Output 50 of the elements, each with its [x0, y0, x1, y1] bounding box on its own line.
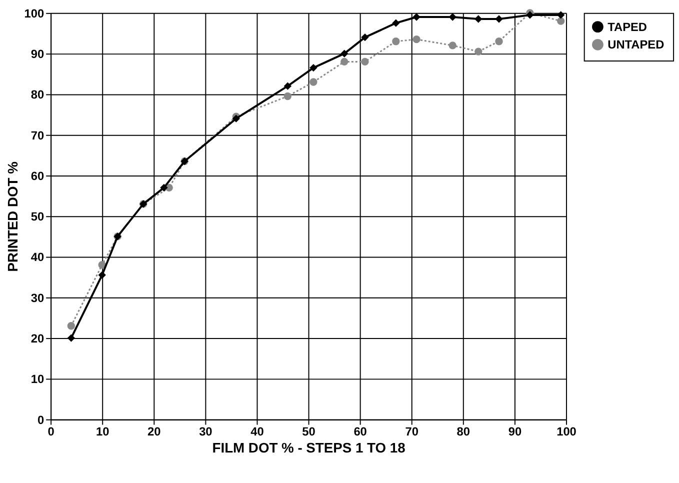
point — [412, 36, 420, 44]
point — [340, 58, 348, 66]
point — [474, 15, 482, 23]
x-tick-label: 100 — [556, 424, 577, 439]
x-tick-label: 70 — [405, 424, 419, 439]
point — [495, 15, 503, 23]
x-tick-label: 20 — [148, 424, 162, 439]
x-tick-label: 40 — [250, 424, 264, 439]
point — [557, 11, 565, 19]
y-tick-label: 80 — [30, 88, 44, 102]
point — [448, 13, 456, 21]
point — [557, 17, 565, 25]
point — [361, 58, 369, 66]
point — [392, 19, 400, 27]
x-axis-title: FILM DOT % - STEPS 1 TO 18 — [212, 440, 406, 456]
y-tick-label: 70 — [30, 128, 44, 142]
x-tick-label: 0 — [48, 424, 55, 439]
y-tick-label: 90 — [30, 47, 44, 62]
point — [392, 38, 400, 46]
legend-label: UNTAPED — [608, 38, 665, 52]
y-tick-label: 50 — [30, 210, 44, 224]
x-tick-label: 50 — [302, 424, 316, 439]
x-tick-label: 60 — [354, 424, 368, 439]
point — [160, 184, 168, 192]
y-tick-label: 30 — [30, 290, 44, 305]
point — [67, 334, 76, 342]
x-tick-label: 30 — [199, 424, 213, 439]
y-tick-label: 0 — [38, 412, 44, 427]
point — [284, 82, 292, 90]
point — [98, 271, 106, 279]
x-tick-label: 90 — [508, 424, 522, 439]
y-axis-title: PRINTED DOT % — [4, 162, 20, 272]
point — [412, 13, 420, 21]
point — [340, 50, 348, 58]
y-tick-label: 40 — [30, 250, 44, 264]
x-tick-label: 80 — [456, 424, 470, 439]
point — [284, 92, 292, 100]
legend-label: TAPED — [608, 20, 648, 34]
y-tick-label: 60 — [30, 168, 44, 183]
point — [361, 33, 369, 42]
point — [448, 42, 456, 50]
point — [310, 78, 318, 86]
point — [495, 38, 503, 46]
point — [310, 64, 318, 72]
y-tick-label: 20 — [30, 332, 44, 346]
point — [474, 48, 482, 56]
x-tick-label: 10 — [96, 424, 110, 439]
point — [67, 322, 76, 330]
y-tick-label: 10 — [30, 372, 44, 386]
y-tick-label: 100 — [24, 6, 44, 20]
